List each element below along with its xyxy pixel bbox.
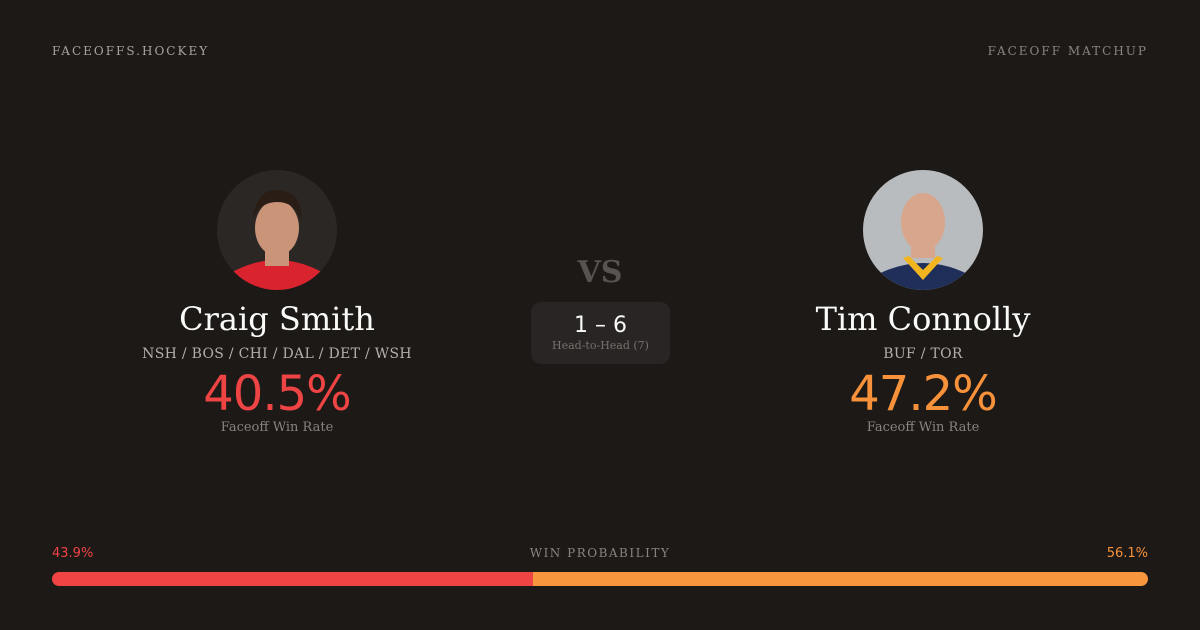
win-probability-bar xyxy=(52,572,1148,586)
head-to-head-label: Head-to-Head (7) xyxy=(552,339,649,352)
player-2-teams: BUF / TOR xyxy=(883,346,963,362)
player-1-teams: NSH / BOS / CHI / DAL / DET / WSH xyxy=(142,346,412,362)
player-1-card: Craig Smith NSH / BOS / CHI / DAL / DET … xyxy=(77,170,477,435)
player-2-probability-segment xyxy=(533,572,1148,586)
head-to-head-box: 1 – 6 Head-to-Head (7) xyxy=(531,302,670,364)
player-1-win-rate-label: Faceoff Win Rate xyxy=(220,420,334,435)
player-1-name[interactable]: Craig Smith xyxy=(179,300,375,338)
page-type-label: FACEOFF MATCHUP xyxy=(987,44,1148,58)
player-2-name[interactable]: Tim Connolly xyxy=(815,300,1031,338)
player-2-card: Tim Connolly BUF / TOR 47.2% Faceoff Win… xyxy=(723,170,1123,435)
head-to-head-score: 1 – 6 xyxy=(574,313,627,338)
player-1-win-rate: 40.5% xyxy=(203,366,351,422)
player-2-win-probability: 56.1% xyxy=(1106,546,1148,561)
player-2-avatar xyxy=(863,170,983,290)
player-2-win-rate-label: Faceoff Win Rate xyxy=(866,420,980,435)
versus-label: VS xyxy=(577,255,623,290)
player-1-win-probability: 43.9% xyxy=(52,546,94,561)
site-brand[interactable]: FACEOFFS.HOCKEY xyxy=(52,44,210,58)
player-1-probability-segment xyxy=(52,572,534,586)
player-2-win-rate: 47.2% xyxy=(849,366,997,422)
win-probability-label: WIN PROBABILITY xyxy=(529,546,671,560)
player-1-avatar xyxy=(217,170,337,290)
